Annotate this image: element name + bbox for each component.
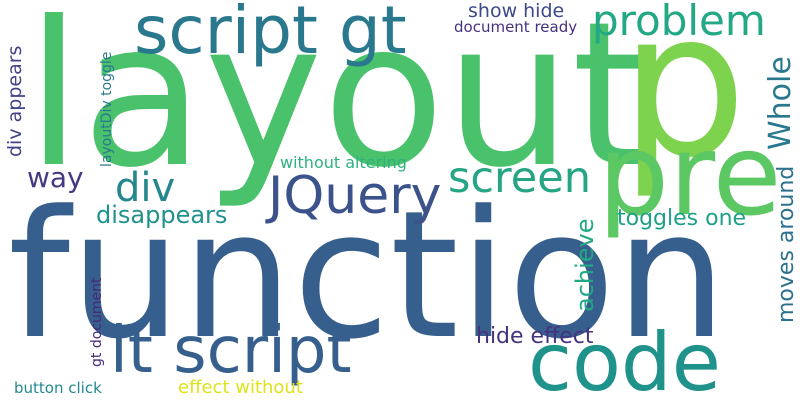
word-achieve: achieve <box>571 218 599 312</box>
word-without-altering: without altering <box>280 153 407 172</box>
word-pre: pre <box>598 111 782 241</box>
word-hide-effect: hide effect <box>476 324 594 349</box>
word-way: way <box>27 161 84 194</box>
word-div: div <box>115 165 176 211</box>
word-whole: Whole <box>763 56 798 150</box>
word-problem: problem <box>592 0 766 45</box>
word-layout: layout <box>26 0 651 212</box>
word-button-click: button click <box>14 379 102 397</box>
word-toggles-one: toggles one <box>617 206 747 231</box>
word-script-gt: script gt <box>134 0 407 69</box>
word-gt-document: gt document <box>89 277 105 367</box>
word-moves-around: moves around <box>774 165 799 323</box>
word-lt-script: lt script <box>110 314 352 388</box>
word-screen: screen <box>448 153 591 203</box>
word-function: function <box>8 173 727 378</box>
word-jquery: JQuery <box>268 166 442 226</box>
word-document-ready: document ready <box>454 18 578 36</box>
word-layoutdiv-toggle: layoutDiv toggle <box>99 51 115 167</box>
word-show-hide: show hide <box>468 0 565 22</box>
word-effect-without: effect without <box>178 377 303 398</box>
word-disappears: disappears <box>96 201 228 229</box>
word-div-appears: div appears <box>4 45 26 157</box>
word-p: p <box>620 0 747 202</box>
word-code: code <box>528 316 721 400</box>
